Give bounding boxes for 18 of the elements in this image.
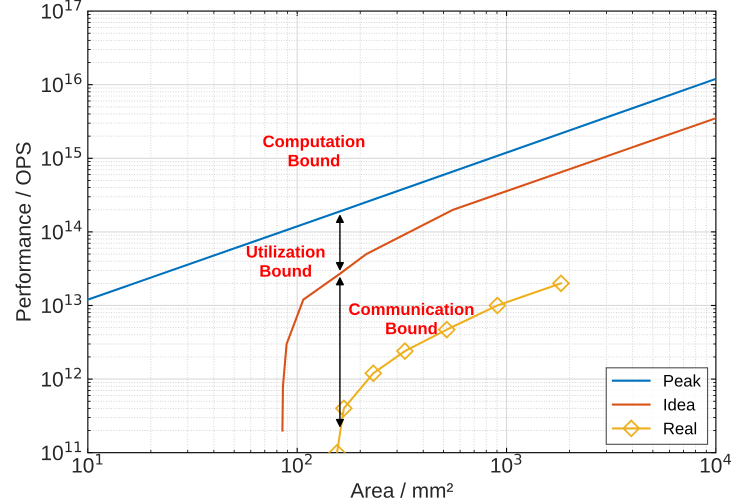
legend-label: Peak	[664, 374, 701, 387]
x-axis-title: Area / mm²	[350, 482, 453, 498]
y-tick-label: 10$^{13}$	[42, 294, 82, 314]
annotation: Communication Bound	[349, 302, 474, 334]
annotation: Computation Bound	[263, 135, 364, 166]
y-tick-label: 10$^{15}$	[42, 147, 82, 166]
y-tick-label: 10$^{12}$	[42, 368, 81, 387]
x-tick-label: 10$^{4}$	[700, 454, 732, 473]
annotation: Utilization Bound	[246, 245, 324, 277]
y-tick-label: 10$^{17}$	[42, 0, 82, 19]
x-tick-label: 10$^{3}$	[491, 454, 522, 473]
y-axis-title: Performance / OPS	[16, 142, 31, 320]
y-tick-label: 10$^{16}$	[42, 73, 82, 92]
x-tick-label: 10$^{2}$	[282, 454, 312, 473]
y-tick-label: 10$^{14}$	[42, 220, 82, 240]
x-tick-label: 10$^{1}$	[72, 454, 102, 473]
legend-label: Idea	[664, 398, 696, 411]
legend-label: Real	[664, 422, 696, 434]
